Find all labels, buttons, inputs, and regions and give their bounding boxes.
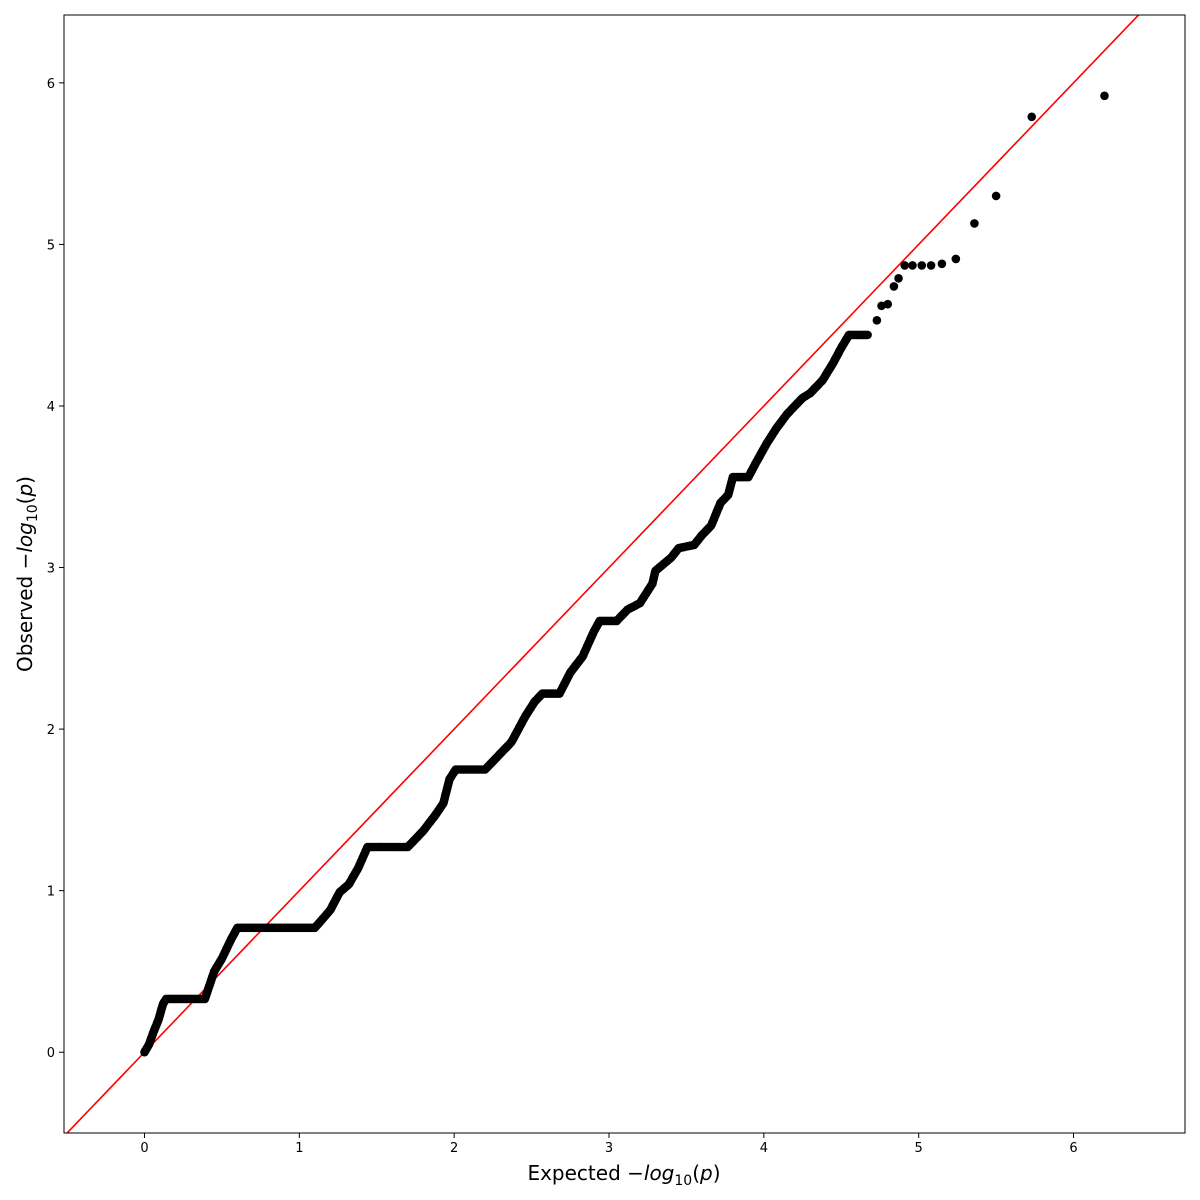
y-tick-label: 5 [47, 238, 55, 253]
x-tick-label: 2 [450, 1141, 458, 1156]
data-point [970, 219, 979, 228]
x-tick-label: 3 [605, 1141, 613, 1156]
data-point [883, 299, 893, 309]
data-point [937, 259, 947, 269]
y-tick-label: 3 [47, 562, 55, 577]
x-tick-label: 1 [295, 1141, 303, 1156]
data-point [951, 254, 961, 264]
observed-points-dense [140, 330, 872, 1057]
y-axis-ticks: 0 1 2 3 4 5 6 [47, 77, 64, 1061]
y-tick-label: 2 [47, 723, 55, 738]
plot-area [64, 15, 1185, 1133]
x-tick-label: 4 [760, 1141, 768, 1156]
x-axis-title: Expected −log10(p) [527, 1161, 720, 1189]
data-point [1100, 91, 1109, 101]
data-point [900, 261, 910, 270]
x-tick-label: 6 [1069, 1141, 1077, 1156]
x-tick-label: 0 [140, 1141, 148, 1156]
data-point [894, 274, 903, 283]
reference-line [65, 15, 1140, 1133]
data-point [917, 261, 927, 270]
data-point [991, 191, 1001, 201]
data-point [908, 261, 917, 270]
y-tick-label: 6 [47, 77, 55, 92]
y-tick-label: 1 [47, 885, 55, 900]
observed-points-tail [872, 91, 1109, 325]
x-axis-ticks: 0 1 2 3 4 5 6 [140, 1133, 1078, 1156]
plot-frame [63, 14, 1186, 1134]
data-point [863, 330, 872, 340]
data-point [1027, 112, 1037, 122]
y-tick-label: 4 [47, 400, 55, 415]
x-tick-label: 5 [915, 1141, 923, 1156]
y-tick-label: 0 [47, 1046, 55, 1061]
data-point [889, 282, 899, 291]
data-point [872, 316, 882, 325]
data-point [926, 261, 936, 270]
